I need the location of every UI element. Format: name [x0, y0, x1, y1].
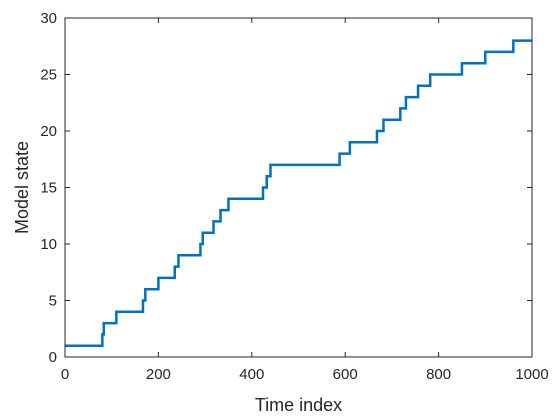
- x-axis-label: Time index: [255, 395, 342, 415]
- series-line: [65, 39, 532, 347]
- x-tick-label: 800: [426, 366, 451, 383]
- y-tick-label: 30: [40, 10, 57, 27]
- y-tick-label: 20: [40, 123, 57, 140]
- x-tick-label: 600: [333, 366, 358, 383]
- y-tick-label: 0: [49, 349, 57, 366]
- y-ticks: 0 5 10 15 20 25 30: [40, 10, 532, 366]
- x-tick-label: 400: [239, 366, 264, 383]
- y-tick-label: 5: [49, 293, 57, 310]
- x-tick-label: 1000: [515, 366, 548, 383]
- y-axis-label: Model state: [12, 141, 32, 234]
- x-tick-label: 200: [146, 366, 171, 383]
- y-tick-label: 25: [40, 67, 57, 84]
- y-tick-label: 15: [40, 180, 57, 197]
- x-tick-label: 0: [61, 366, 69, 383]
- x-ticks: 0 200 400 600 800 1000: [61, 18, 549, 383]
- y-tick-label: 10: [40, 236, 57, 253]
